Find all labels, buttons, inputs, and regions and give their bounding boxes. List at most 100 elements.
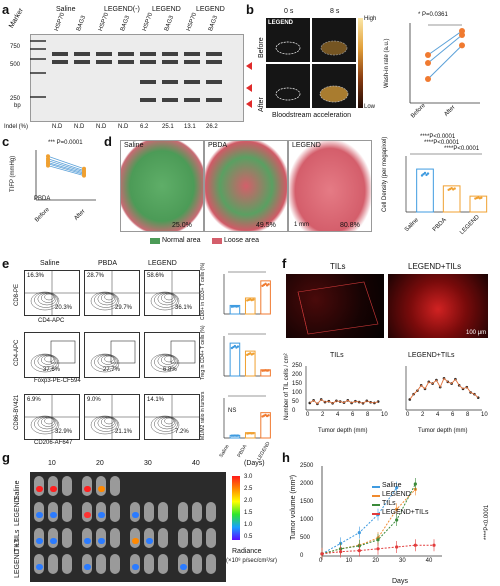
f-xtick-0-0: 0 <box>306 412 310 418</box>
h-point-LEGEND+TILs <box>413 543 417 547</box>
g-signal-spot <box>84 486 91 492</box>
flow-contour <box>104 293 114 301</box>
d-image-saline <box>120 140 204 232</box>
f-image-tils <box>286 274 384 338</box>
d-pval-2: ****P<0.0001 <box>444 146 480 152</box>
gel-group-3: LEGEND <box>196 6 225 13</box>
bar-LEGEND <box>260 280 271 315</box>
f-ytick-0: 0 <box>292 408 296 414</box>
h-legend-label-3: LEGEND+TILs <box>382 509 429 516</box>
indel-label: Indel (%) <box>4 124 29 130</box>
f-ytick-4: 200 <box>292 372 303 378</box>
flow-contour <box>44 293 54 301</box>
flow-contour <box>40 355 56 365</box>
g-mouse <box>144 554 154 574</box>
gel-band <box>30 48 46 50</box>
g-mouse <box>110 502 120 522</box>
g-signal-spot <box>98 486 105 492</box>
g-scale-1: 2.5 <box>244 486 253 492</box>
h-xtick-3: 30 <box>399 558 406 564</box>
d-xtick-2: LEGEND <box>459 214 481 236</box>
flow-contour <box>34 416 58 432</box>
gel-lane-2: BAG3 <box>76 14 88 33</box>
g-mouse <box>62 528 72 548</box>
flow-contour <box>164 417 174 425</box>
bar-dot <box>267 369 270 372</box>
f-xtick-0-3: 6 <box>351 412 355 418</box>
gel-band <box>162 98 178 102</box>
f-trend-line <box>309 398 379 405</box>
flow-tl-value: 14.1% <box>147 397 165 403</box>
bar-dot <box>236 305 240 308</box>
gel-band <box>140 52 156 56</box>
flow-contours <box>145 395 199 439</box>
b-row-before: Before <box>258 37 265 58</box>
bar-LEGEND <box>260 412 271 439</box>
e-row1-ylab: CD8-PE <box>14 283 20 306</box>
gel-band <box>184 80 200 84</box>
flow-contour <box>160 355 176 365</box>
e-row1-xlab: CD4-APC <box>38 318 65 324</box>
chart-treg <box>223 333 271 377</box>
h-ytick-2: 1000 <box>300 517 314 523</box>
g-mouse <box>192 502 202 522</box>
flow-contours <box>90 340 136 373</box>
c-ylabel: TIFP (mmHg) <box>10 155 16 192</box>
gel-band <box>184 98 200 102</box>
g-signal-spot <box>84 512 91 518</box>
h-ytick-1: 500 <box>300 535 311 541</box>
flow-contour <box>160 293 176 303</box>
gel-image <box>30 34 244 122</box>
chart-cell-density <box>405 153 488 213</box>
g-scale-0: 3.0 <box>244 474 253 480</box>
ladder-bp: bp <box>14 103 21 109</box>
bar-dot <box>233 344 237 348</box>
g-mouse <box>192 554 202 574</box>
f-xtick-1-3: 6 <box>451 412 455 418</box>
gel-band <box>162 60 178 64</box>
gel-band <box>162 80 178 84</box>
gel-band <box>118 52 134 56</box>
gel-lane-5: HSP70 <box>142 12 155 33</box>
c-pair-line <box>47 160 85 173</box>
gel-band <box>30 96 46 98</box>
b-time-8: 8 s <box>330 8 340 15</box>
g-signal-spot <box>98 512 105 518</box>
h-legend-swatch-2 <box>372 504 380 506</box>
g-day-1: 20 <box>96 460 104 467</box>
ultrasound-after-0 <box>266 64 310 108</box>
flow-contour <box>40 417 56 427</box>
flow-treg-value: 37.6% <box>43 367 61 373</box>
g-signal-spot <box>50 512 57 518</box>
g-signal-spot <box>84 564 91 570</box>
gel-band <box>74 60 90 64</box>
ultrasound-before-0 <box>266 18 310 62</box>
c-xtick-before: Before <box>34 206 51 224</box>
flow-contour <box>97 292 117 306</box>
c-pair-line <box>47 162 85 174</box>
gel-band <box>184 60 200 64</box>
gel-lane-3: HSP70 <box>98 12 111 33</box>
d-ylabel: Cell Density (per megapixel) <box>382 136 388 212</box>
gel-band <box>206 52 222 56</box>
panel-label-d: d <box>104 134 112 149</box>
d-pct-pbda: 49.5% <box>256 222 276 229</box>
f-xtick-0-4: 8 <box>366 412 370 418</box>
flow-contour <box>104 417 114 425</box>
flow-tl-value: 9.0% <box>87 397 101 403</box>
bar-dot <box>252 352 255 355</box>
b-caption: Bloodstream acceleration <box>272 112 351 119</box>
gel-arrow-0 <box>246 84 252 92</box>
g-mouse <box>206 502 216 522</box>
g-scale-4: 1.0 <box>244 522 253 528</box>
b-colorbar <box>358 18 363 108</box>
flow-contour <box>157 354 177 368</box>
g-mouse <box>206 528 216 548</box>
h-ytick-4: 2000 <box>300 481 314 487</box>
flow-contour <box>160 417 176 427</box>
ladder-750: 750 <box>10 44 21 50</box>
f-xtick-1-2: 4 <box>436 412 440 418</box>
e-col-legend: LEGEND <box>148 260 177 267</box>
bar-dot <box>236 345 240 348</box>
flow-contour <box>30 291 60 311</box>
